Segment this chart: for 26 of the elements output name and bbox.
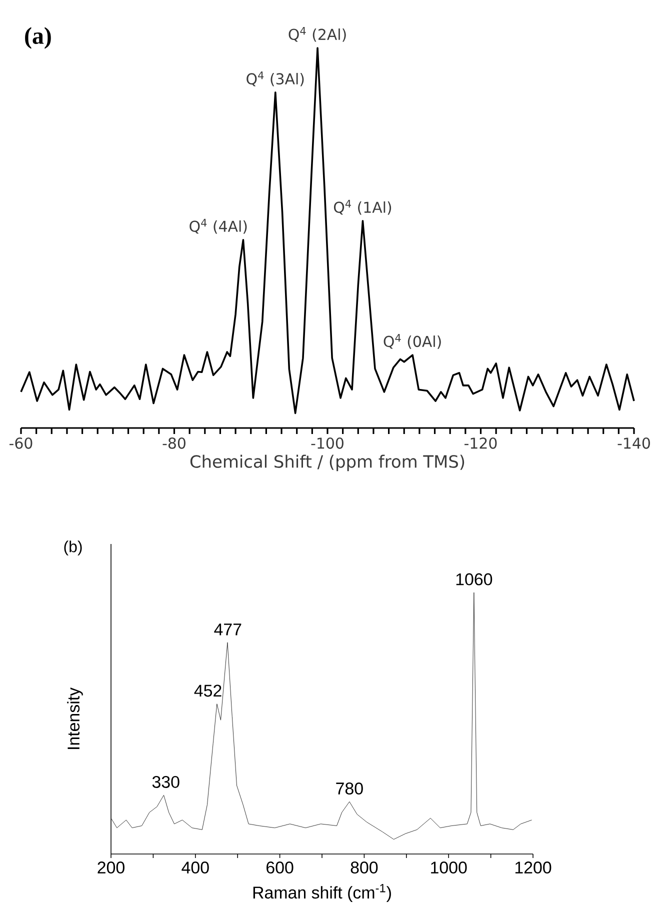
chart-title: (b) (64, 540, 82, 556)
x-tick-label: 1000 (431, 862, 467, 874)
x-tick-label: 600 (266, 862, 294, 874)
x-tick-label: 200 (98, 862, 124, 874)
annotation: Q$^{4}$ (2Al) (288, 26, 346, 42)
annotation: Q$^{4}$ (0Al) (384, 334, 441, 349)
x-tick-label: 800 (350, 862, 378, 874)
annotation: 452 (194, 684, 222, 697)
annotation: 1060 (456, 573, 492, 586)
annotation: Q$^{4}$ (1Al) (334, 200, 392, 215)
annotation: 780 (336, 782, 363, 795)
annotation: Q$^{4}$ (3Al) (246, 71, 304, 86)
x-tick-label: -120 (464, 438, 497, 449)
x-tick-label: -80 (162, 438, 186, 449)
x-tick-label: 400 (182, 862, 209, 874)
y-axis-title: Intensity (67, 687, 83, 749)
annotation: 330 (152, 776, 180, 788)
x-axis-title: Raman shift (cm$^{-1}$) (253, 884, 391, 902)
x-axis-title: Chemical Shift / (ppm from TMS) (190, 454, 464, 472)
x-tick-label: 1200 (515, 862, 552, 874)
x-tick-label: -60 (10, 438, 32, 449)
annotation: Q$^{4}$ (4Al) (190, 218, 247, 234)
chart-title: (a) (25, 27, 51, 49)
annotation: 477 (214, 624, 242, 636)
x-tick-label: -100 (311, 438, 344, 449)
x-tick-label: -140 (618, 438, 650, 449)
